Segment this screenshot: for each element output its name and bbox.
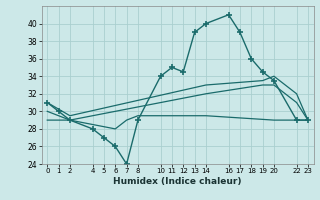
X-axis label: Humidex (Indice chaleur): Humidex (Indice chaleur) bbox=[113, 177, 242, 186]
